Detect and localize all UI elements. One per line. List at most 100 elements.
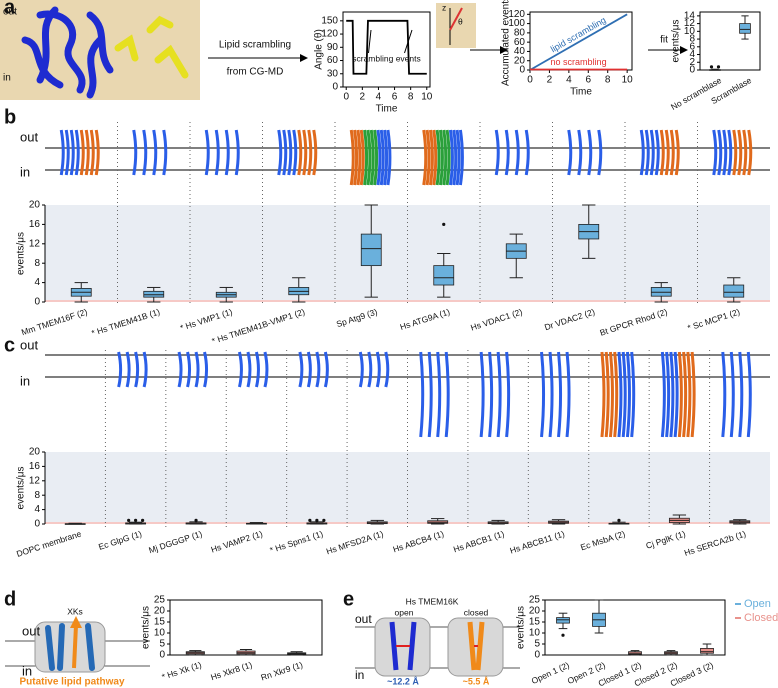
y-tick-label: 8	[34, 490, 40, 501]
protein-helix	[644, 129, 650, 176]
protein-helix	[673, 351, 679, 438]
inset-label: z	[442, 2, 446, 12]
protein-helix	[690, 351, 696, 438]
protein-helix	[649, 129, 655, 176]
protein-helix	[425, 129, 431, 186]
protein-helix	[287, 129, 293, 176]
x-axis-label: Time	[570, 87, 592, 98]
y-tick-label: 0	[689, 65, 695, 76]
protein-helix	[712, 129, 718, 176]
y-tick-label: 30	[327, 68, 339, 79]
protein-helix	[722, 129, 728, 176]
protein-helix	[74, 129, 80, 176]
x-tick-label: 10	[421, 92, 433, 103]
protein-helix	[721, 351, 727, 438]
outlier	[322, 518, 326, 523]
x-tick-label: Hs Xkr8 (1)	[209, 659, 253, 682]
protein-helix	[577, 129, 583, 176]
protein-helix	[224, 129, 230, 176]
plot-frame	[169, 599, 323, 656]
x-tick-label: 2	[547, 75, 553, 86]
out-label: out	[20, 337, 38, 352]
y-tick-label: 40	[514, 46, 526, 57]
x-tick-label: Mj DGGGP (1)	[147, 528, 203, 555]
protein-helix	[359, 129, 365, 186]
protein-helix	[557, 351, 563, 438]
protein-helix	[445, 129, 451, 186]
protein-helix	[369, 129, 375, 186]
legend-label: Closed	[744, 612, 778, 624]
outlier	[141, 518, 145, 523]
x-tick-label: * Hs TMEM41B (1)	[90, 306, 161, 338]
y-axis-label: events/μs	[141, 606, 152, 649]
annotation-arrow	[404, 29, 413, 54]
y-tick-label: 120	[321, 29, 338, 40]
x-tick-label: 8	[605, 75, 611, 86]
protein-helix	[639, 129, 645, 176]
outlier	[308, 518, 312, 523]
x-tick-label: Hs VDAC1 (2)	[469, 306, 523, 332]
protein-helix	[458, 129, 464, 186]
y-tick-label: 150	[321, 15, 338, 26]
out-label: out	[22, 623, 40, 638]
protein-helix	[277, 129, 283, 176]
panel-title: Hs TMEM16K	[406, 596, 459, 606]
y-tick-label: 16	[29, 461, 41, 472]
protein-helix	[315, 351, 321, 388]
box	[739, 23, 751, 34]
protein-helix	[384, 351, 390, 388]
protein-helix	[186, 351, 192, 388]
protein-helix	[738, 351, 744, 438]
in-label: in	[20, 373, 30, 388]
y-tick-label: 10	[529, 628, 541, 639]
x-tick-label: Hs ATG9A (1)	[399, 306, 452, 332]
protein-helix	[142, 351, 148, 388]
protein-helix	[363, 129, 369, 186]
x-tick-label: 4	[566, 75, 572, 86]
protein-helix	[379, 129, 385, 186]
x-tick-label: Dr VDAC2 (2)	[543, 306, 596, 332]
y-tick-label: 16	[29, 219, 41, 230]
protein-helix	[84, 129, 90, 176]
protein-helix	[504, 129, 510, 176]
protein-helix	[432, 129, 438, 186]
panel-letter: e	[343, 588, 354, 610]
x-tick-label: Bt GPCR Rhod (2)	[599, 306, 669, 337]
protein-helix	[134, 351, 140, 388]
plot-frame	[342, 11, 431, 88]
protein-helix	[746, 351, 752, 438]
outlier	[716, 65, 721, 69]
arrow-head	[680, 46, 688, 54]
y-tick-label: 20	[514, 55, 526, 66]
protein-helix	[59, 129, 65, 176]
in-label: in	[22, 663, 32, 678]
in-label: in	[355, 668, 364, 682]
annotation: scrambling events	[352, 53, 421, 63]
lipid	[114, 15, 189, 79]
y-tick-label: 25	[529, 595, 541, 606]
y-tick-label: 15	[154, 617, 166, 628]
y-axis-label: events/μs	[671, 19, 682, 62]
protein-helix	[422, 129, 428, 186]
protein-helix	[479, 351, 485, 438]
arrow-label: Lipid scrambling	[219, 40, 291, 51]
protein-helix	[358, 351, 364, 388]
x-tick-label: Hs MFSD2A (1)	[325, 528, 385, 556]
plot-background	[45, 205, 770, 302]
y-tick-label: 5	[159, 639, 165, 650]
x-tick-label: Rn Xkr9 (1)	[260, 659, 305, 682]
panel-letter: c	[4, 334, 15, 356]
y-axis-label: events/μs	[516, 606, 527, 649]
protein-helix	[540, 351, 546, 438]
protein-helix	[367, 351, 373, 388]
out-label: out	[3, 7, 17, 18]
protein-helix	[665, 351, 671, 438]
protein-helix	[152, 129, 158, 176]
y-tick-label: 60	[327, 55, 339, 66]
y-tick-label: 8	[34, 258, 40, 269]
y-tick-label: 120	[508, 9, 525, 20]
y-tick-label: 20	[29, 200, 41, 211]
annotation-arrow	[368, 29, 372, 54]
outlier	[315, 518, 319, 523]
